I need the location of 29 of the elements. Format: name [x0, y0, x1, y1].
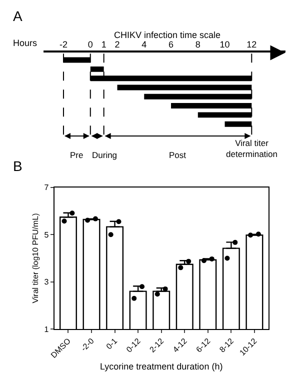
- x-tick-label: 8: [195, 39, 200, 50]
- x-axis-title: Lycorine treatment duration (h): [100, 362, 223, 372]
- x-tick-label: 12: [246, 39, 257, 50]
- x-tick-label: 4: [142, 39, 147, 50]
- text: During: [92, 150, 118, 160]
- y-tick-label: 5: [44, 230, 50, 240]
- annotation: Viral titer determination: [226, 138, 278, 160]
- y-axis-title: Viral titer (log10 PFU/mL): [30, 212, 40, 304]
- x-tick-label: 8-12: [218, 336, 236, 354]
- x-tick-label: 6: [168, 39, 174, 50]
- y-tick-label: 3: [44, 278, 50, 287]
- y-tick-label: 7: [44, 183, 50, 192]
- text: A: [13, 8, 23, 24]
- chart-title: CHIKV infection time scale: [114, 30, 221, 40]
- x-tick-label: 10: [220, 39, 230, 50]
- x-tick-label: 0-1: [104, 336, 120, 352]
- text: B: [13, 158, 22, 174]
- x-tick-label: 2: [114, 39, 120, 50]
- y-tick-label: 1: [44, 324, 50, 334]
- x-tick-label: 6-12: [194, 336, 213, 354]
- x-axis-title: Hours: [13, 38, 38, 48]
- text: Post: [169, 150, 187, 160]
- x-tick-label: 4-12: [171, 336, 190, 354]
- x-tick-label: 1: [101, 39, 106, 50]
- x-tick-label: -2: [60, 39, 68, 50]
- x-tick-label: -2-0: [79, 336, 96, 353]
- x-tick-label: 0: [88, 39, 93, 50]
- x-tick-label: 0-12: [124, 336, 143, 354]
- text: Pre: [70, 150, 84, 160]
